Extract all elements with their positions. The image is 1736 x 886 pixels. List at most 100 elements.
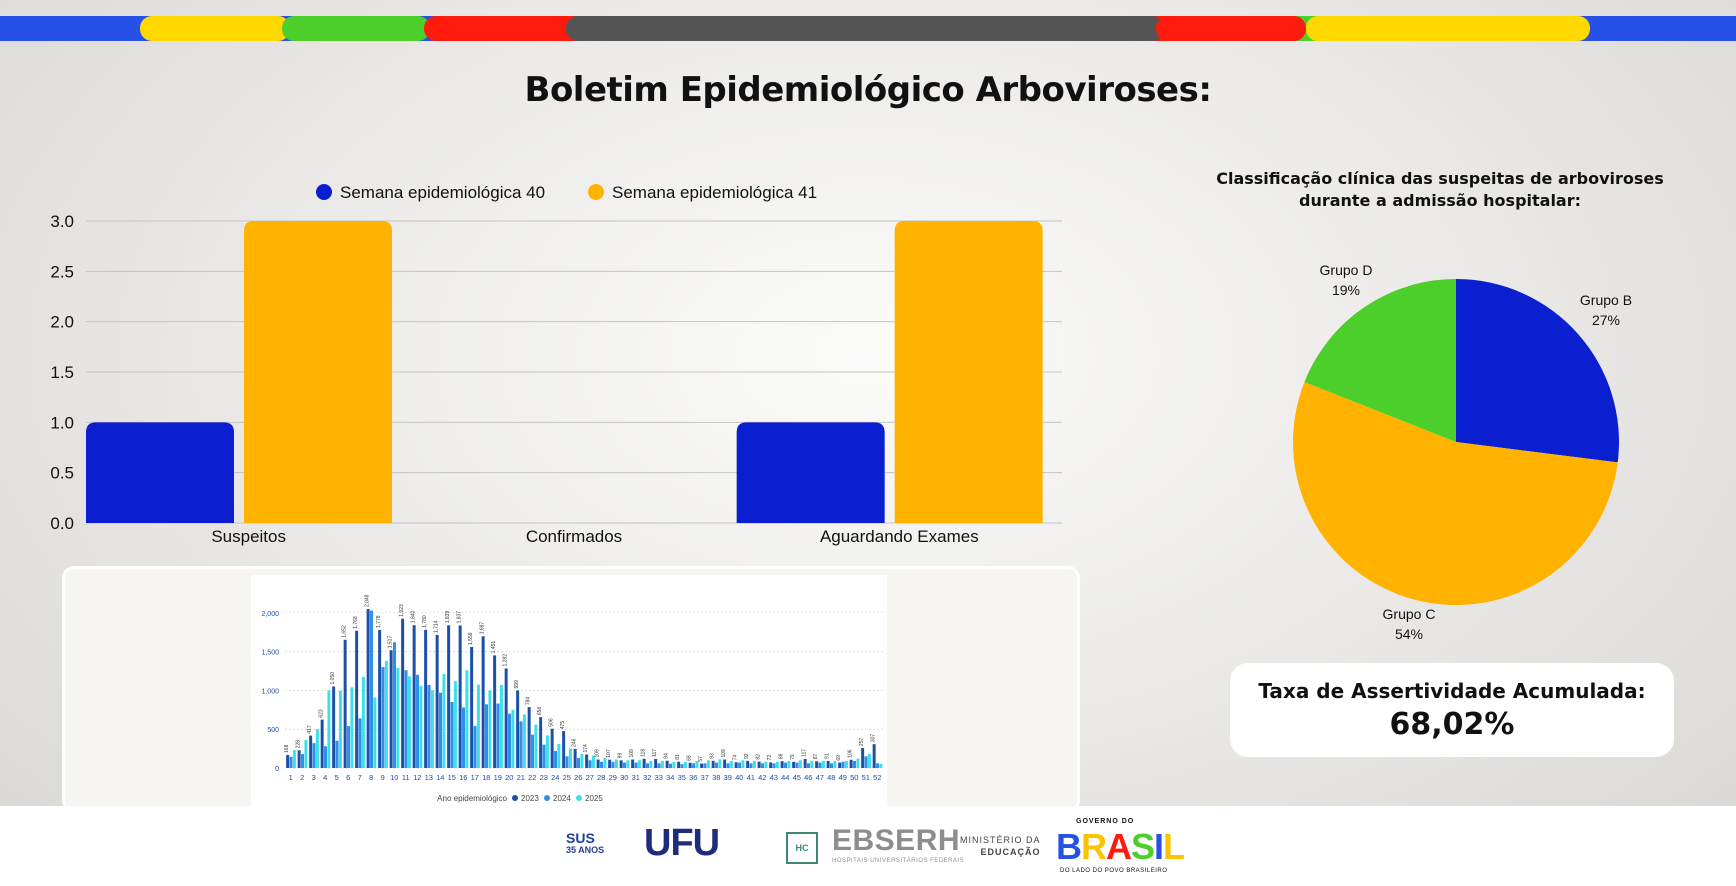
history-bar: [872, 744, 876, 768]
history-bar: [435, 634, 439, 768]
history-x-tick: 44: [781, 773, 789, 782]
legend-marker-week-41: [588, 184, 604, 200]
pie-slice: [1456, 279, 1619, 463]
history-x-tick: 32: [643, 773, 651, 782]
history-bar: [838, 762, 842, 768]
history-bar: [634, 762, 638, 768]
stripe-segment: [282, 16, 430, 41]
history-bar: [703, 763, 707, 768]
history-bar: [695, 761, 699, 768]
history-data-label: 257: [859, 737, 865, 746]
history-x-tick: 18: [482, 773, 490, 782]
history-bar: [672, 761, 676, 768]
history-bar: [683, 761, 687, 768]
history-x-tick: 50: [850, 773, 858, 782]
x-tick-label: Confirmados: [526, 527, 622, 546]
history-bar: [772, 763, 776, 768]
history-bar: [677, 761, 681, 768]
history-bar: [853, 761, 857, 768]
history-x-tick: 16: [459, 773, 467, 782]
history-bar: [746, 760, 750, 768]
history-bar: [577, 757, 581, 768]
history-bar: [419, 685, 423, 768]
history-bar: [726, 763, 730, 768]
stripe-segment: [1306, 16, 1590, 41]
history-bar: [534, 724, 538, 768]
history-x-tick: 30: [620, 773, 628, 782]
history-legend-marker-2024: [544, 795, 550, 801]
history-bar: [504, 668, 508, 768]
history-bar: [550, 728, 554, 768]
accuracy-value: 68,02%: [1389, 707, 1515, 742]
x-tick-label: Suspeitos: [211, 527, 286, 546]
history-bar: [412, 625, 416, 768]
history-bar: [637, 760, 641, 768]
history-data-label: 1,517: [387, 636, 393, 649]
pie-pct-grupo-c: 54%: [1395, 626, 1423, 642]
history-x-tick: 46: [804, 773, 812, 782]
pie-pct-grupo-b: 27%: [1592, 312, 1620, 328]
history-bar: [711, 760, 715, 768]
gov-brasil-letter: L: [1163, 826, 1185, 867]
hc-logo: HC: [786, 832, 818, 864]
history-data-label: 1,837: [456, 611, 462, 624]
history-data-label: 623: [318, 709, 324, 718]
history-bar: [315, 729, 319, 768]
gov-brasil-letter: I: [1154, 826, 1164, 867]
history-bar: [542, 744, 546, 768]
history-bar: [355, 630, 359, 768]
history-bar: [761, 763, 765, 768]
legend-label-week-40: Semana epidemiológica 40: [340, 183, 545, 202]
stripe-segment: [140, 16, 290, 41]
history-data-label: 81: [675, 754, 681, 760]
mec-line-2: EDUCAÇÃO: [980, 847, 1041, 857]
history-bar: [343, 639, 347, 768]
history-bar: [416, 674, 420, 768]
history-bar: [876, 763, 880, 768]
gov-logo-top: GOVERNO DO: [1076, 818, 1135, 825]
history-data-label: 107: [606, 749, 612, 758]
history-bar: [370, 610, 374, 768]
history-bar: [450, 702, 454, 768]
history-bar: [568, 748, 572, 768]
history-bar: [427, 684, 431, 768]
history-bar: [649, 761, 653, 768]
history-bar: [749, 763, 753, 768]
history-bar: [301, 754, 305, 768]
history-bar: [680, 764, 684, 768]
gov-brasil-letter: A: [1106, 826, 1132, 867]
history-data-label: 656: [537, 707, 543, 716]
history-bar: [614, 759, 618, 768]
history-data-label: 106: [847, 749, 853, 758]
y-tick-label: 3.0: [50, 212, 74, 231]
history-x-tick: 10: [390, 773, 398, 782]
pie-slice: [1293, 381, 1618, 605]
history-data-label: 79: [790, 754, 796, 760]
gov-brasil-letter: B: [1056, 826, 1082, 867]
y-tick-label: 1.0: [50, 413, 74, 432]
history-y-tick: 1,000: [261, 688, 279, 695]
history-bar: [879, 763, 883, 768]
history-bar: [626, 760, 630, 768]
history-x-tick: 26: [574, 773, 582, 782]
history-x-tick: 9: [381, 773, 385, 782]
history-bar: [347, 726, 351, 768]
history-x-tick: 6: [346, 773, 350, 782]
pie-pct-grupo-d: 19%: [1332, 282, 1360, 298]
history-bar: [591, 755, 595, 768]
history-data-label: 87: [813, 753, 819, 759]
history-data-label: 506: [548, 718, 554, 727]
history-x-tick: 45: [793, 773, 801, 782]
gov-brasil-letter: S: [1131, 826, 1155, 867]
history-x-tick: 33: [655, 773, 663, 782]
history-x-tick: 43: [770, 773, 778, 782]
history-data-label: 1,839: [445, 611, 451, 624]
history-bar: [798, 760, 802, 768]
history-x-tick: 36: [689, 773, 697, 782]
history-bar: [867, 754, 871, 768]
history-bar: [554, 750, 558, 768]
history-data-label: 94: [663, 753, 669, 759]
weekly-cases-bar-chart: Semana epidemiológica 40 Semana epidemio…: [50, 183, 1062, 546]
history-data-label: 92: [744, 753, 750, 759]
history-bar: [350, 687, 354, 768]
